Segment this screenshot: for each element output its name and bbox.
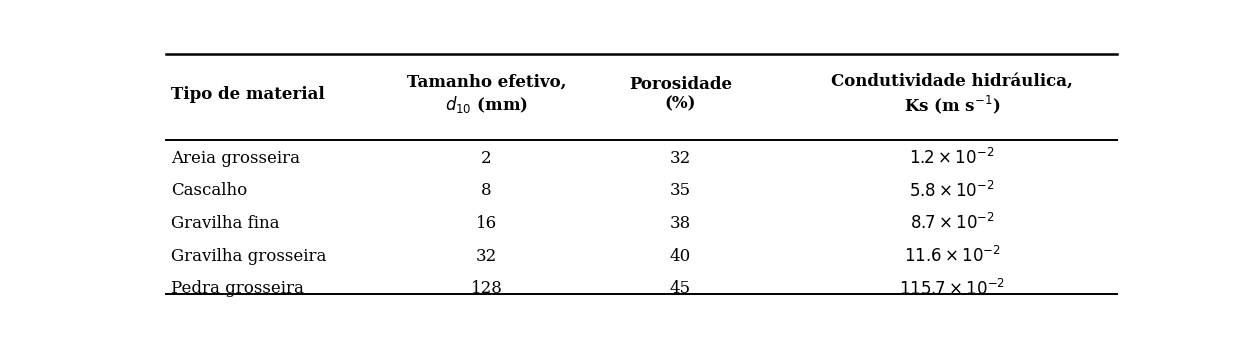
Text: 128: 128 <box>471 280 502 297</box>
Text: 40: 40 <box>670 247 691 264</box>
Text: 8: 8 <box>481 182 492 199</box>
Text: $5.8 \times 10^{-2}$: $5.8 \times 10^{-2}$ <box>909 181 995 201</box>
Text: $8.7 \times 10^{-2}$: $8.7 \times 10^{-2}$ <box>910 213 994 234</box>
Text: Tamanho efetivo,
$d_{10}$ (mm): Tamanho efetivo, $d_{10}$ (mm) <box>407 74 566 115</box>
Text: Pedra grosseira: Pedra grosseira <box>172 280 304 297</box>
Text: 45: 45 <box>670 280 691 297</box>
Text: Condutividade hidráulica,
Ks (m s$^{-1}$): Condutividade hidráulica, Ks (m s$^{-1}$… <box>831 73 1073 116</box>
Text: $115.7 \times 10^{-2}$: $115.7 \times 10^{-2}$ <box>899 279 1005 299</box>
Text: 16: 16 <box>476 215 497 232</box>
Text: $1.2 \times 10^{-2}$: $1.2 \times 10^{-2}$ <box>909 148 995 168</box>
Text: 2: 2 <box>481 149 492 167</box>
Text: Porosidade
(%): Porosidade (%) <box>629 76 732 113</box>
Text: 35: 35 <box>670 182 691 199</box>
Text: Gravilha grosseira: Gravilha grosseira <box>172 247 327 264</box>
Text: $11.6 \times 10^{-2}$: $11.6 \times 10^{-2}$ <box>904 246 1000 266</box>
Text: Gravilha fina: Gravilha fina <box>172 215 279 232</box>
Text: 38: 38 <box>670 215 691 232</box>
Text: Cascalho: Cascalho <box>172 182 248 199</box>
Text: 32: 32 <box>670 149 691 167</box>
Text: Tipo de material: Tipo de material <box>172 86 324 103</box>
Text: Areia grosseira: Areia grosseira <box>172 149 300 167</box>
Text: 32: 32 <box>476 247 497 264</box>
